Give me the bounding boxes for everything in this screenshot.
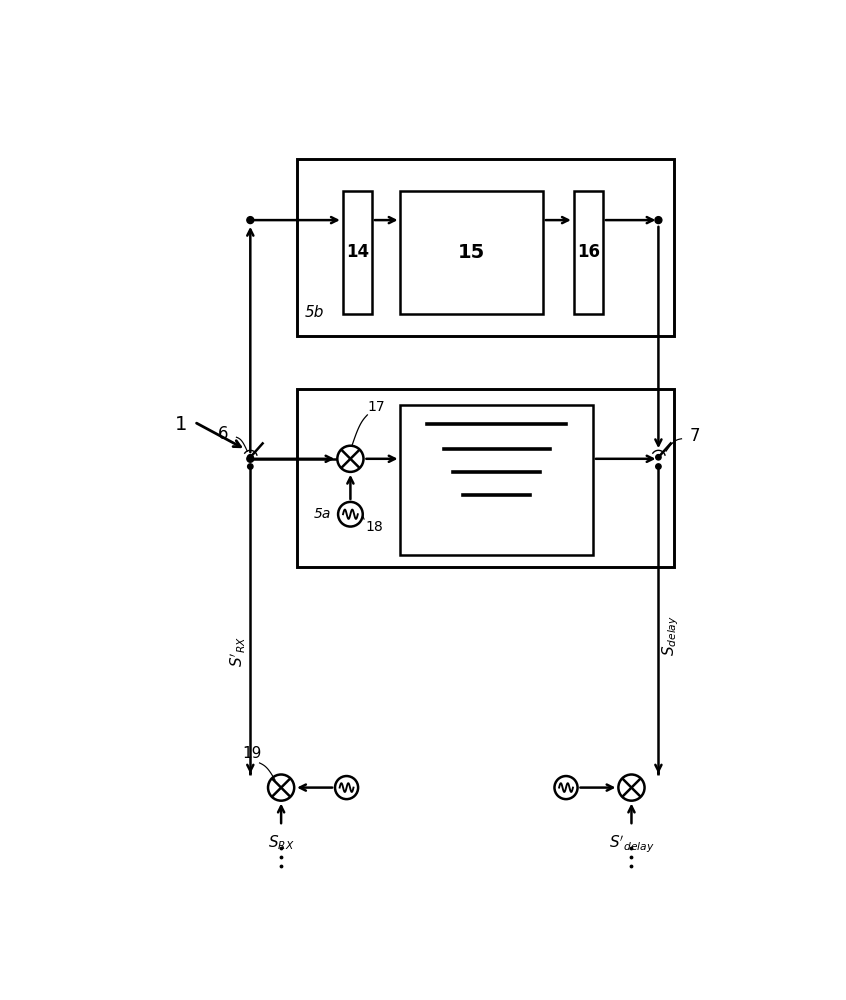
Text: 5a: 5a: [314, 507, 331, 521]
Text: $S'_{delay}$: $S'_{delay}$: [608, 834, 654, 855]
Circle shape: [248, 455, 253, 460]
Text: $S_{RX}$: $S_{RX}$: [268, 834, 294, 852]
Bar: [400, 405, 593, 555]
Text: 1: 1: [175, 415, 187, 434]
Circle shape: [656, 464, 661, 469]
Circle shape: [656, 455, 661, 460]
Circle shape: [554, 776, 578, 799]
Text: 6: 6: [218, 425, 228, 443]
Circle shape: [268, 774, 294, 801]
Circle shape: [338, 446, 364, 472]
Text: 5b: 5b: [305, 305, 323, 320]
Bar: [400, 191, 543, 314]
Text: 19: 19: [242, 746, 261, 761]
Text: 7: 7: [689, 427, 700, 445]
Circle shape: [247, 217, 254, 224]
Circle shape: [248, 464, 253, 469]
Circle shape: [655, 217, 662, 224]
Text: 15: 15: [458, 243, 486, 262]
Circle shape: [618, 774, 645, 801]
Circle shape: [247, 455, 254, 462]
Bar: [296, 389, 673, 567]
Text: 18: 18: [365, 520, 383, 534]
Text: 17: 17: [367, 400, 385, 414]
Text: 16: 16: [577, 243, 600, 261]
Bar: [343, 191, 372, 314]
Text: 14: 14: [346, 243, 369, 261]
Text: $S'_{RX}$: $S'_{RX}$: [228, 636, 248, 667]
Text: $S_{delay}$: $S_{delay}$: [661, 615, 681, 656]
Bar: [574, 191, 603, 314]
Circle shape: [338, 502, 363, 527]
Circle shape: [335, 776, 358, 799]
Bar: [296, 158, 673, 336]
